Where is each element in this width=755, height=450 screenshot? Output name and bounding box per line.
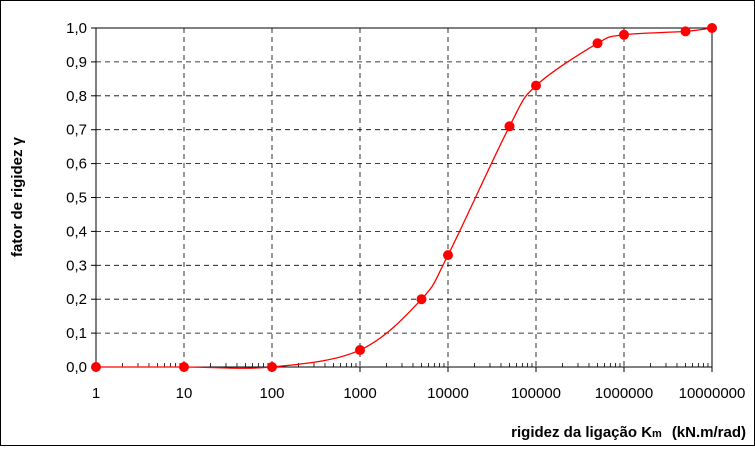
x-axis-title: rigidez da ligação Km (kN.m/rad) — [511, 424, 746, 441]
data-point — [592, 38, 603, 49]
x-tick-label: 100 — [259, 385, 284, 402]
x-axis-label: rigidez da ligação K — [511, 424, 652, 441]
x-tick-label: 10000000 — [679, 385, 746, 402]
y-tick-label: 0,0 — [66, 359, 87, 376]
data-point — [91, 362, 101, 372]
grid-lines — [96, 28, 712, 367]
series-markers — [91, 23, 717, 372]
x-tick-labels: 1 10 100 1000 10000 100000 1000000 10000000 — [92, 367, 746, 402]
y-tick-label: 0,8 — [66, 88, 87, 105]
y-tick-label: 1,0 — [66, 20, 87, 37]
y-tick-label: 0,3 — [66, 257, 87, 274]
y-tick-labels: 0,0 0,1 0,2 0,3 0,4 0,5 0,6 0,7 0,8 0,9 1,0 — [66, 20, 96, 376]
y-tick-label: 0,5 — [66, 190, 87, 207]
y-tick-label: 0,2 — [66, 291, 87, 308]
y-axis-label: fator de rigidez — [9, 145, 26, 257]
data-point — [179, 362, 189, 372]
y-axis-symbol: γ — [9, 136, 26, 145]
data-point — [504, 121, 515, 132]
y-tick-label: 0,9 — [66, 54, 87, 71]
x-axis-unit: (kN.m/rad) — [672, 424, 746, 441]
data-point — [531, 80, 541, 91]
y-tick-label: 0,1 — [66, 325, 87, 342]
data-point — [355, 345, 365, 356]
y-tick-label: 0,7 — [66, 122, 87, 139]
data-point — [267, 362, 277, 372]
x-tick-label: 10 — [176, 385, 193, 402]
x-tick-label: 100000 — [511, 385, 561, 402]
data-point — [707, 23, 717, 33]
x-tick-label: 1000000 — [595, 385, 653, 402]
x-axis-subscript: m — [652, 428, 662, 440]
y-axis-title: fator de rigidez γ — [9, 136, 26, 257]
data-point — [416, 294, 427, 305]
data-point — [680, 26, 691, 37]
data-point — [619, 29, 629, 40]
x-tick-label: 1000 — [343, 385, 376, 402]
x-tick-label: 10000 — [427, 385, 469, 402]
data-point — [443, 250, 453, 261]
y-tick-label: 0,6 — [66, 156, 87, 173]
y-tick-label: 0,4 — [66, 223, 87, 240]
x-tick-label: 1 — [92, 385, 100, 402]
